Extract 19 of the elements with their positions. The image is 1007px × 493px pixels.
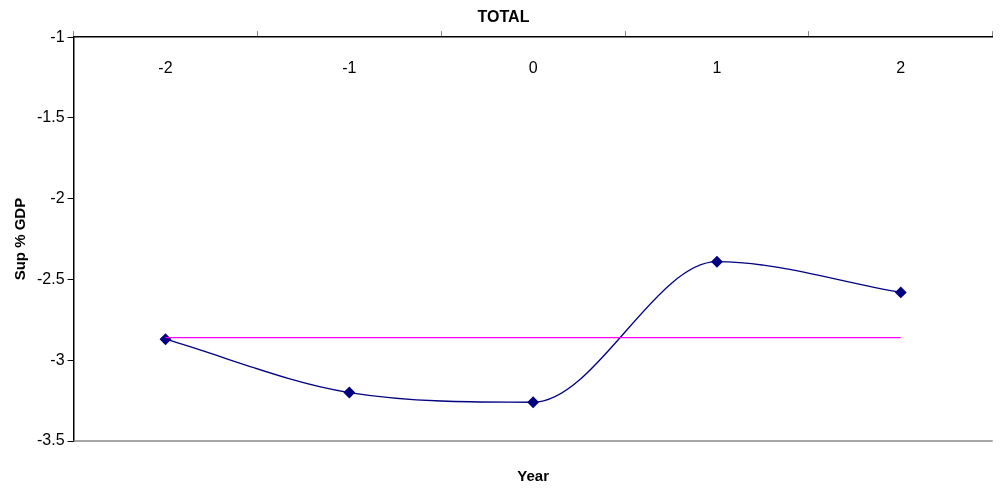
x-tick-label: -2 [158,58,173,76]
y-tick-label: -1 [50,27,65,45]
x-tick-label: 2 [896,58,906,76]
y-tick-label: -3 [50,350,65,368]
chart-title: TOTAL [477,8,530,26]
point [711,256,723,268]
point [895,286,907,299]
y-tick-label: -1.5 [36,108,65,126]
point [159,333,172,345]
y-tick-label: -2.5 [36,269,65,287]
y-tick-label: -2 [50,189,65,207]
point [343,386,355,399]
x-tick-label: -1 [342,58,357,76]
y-tick-label: -3.5 [36,431,65,449]
x-tick-label: 1 [712,58,722,76]
x-axis-title: Year [517,467,550,485]
x-tick-label: 0 [528,58,538,76]
y-axis-title: Sup % GDP [11,197,29,281]
point [527,396,539,408]
